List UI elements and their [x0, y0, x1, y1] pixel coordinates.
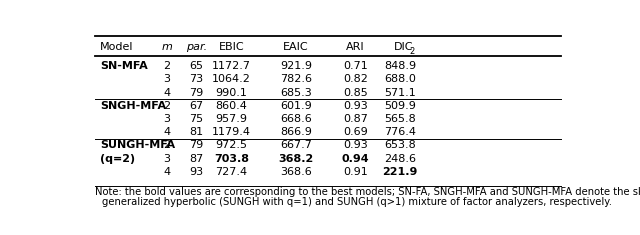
- Text: 0.82: 0.82: [343, 74, 368, 84]
- Text: 688.0: 688.0: [384, 74, 416, 84]
- Text: 866.9: 866.9: [280, 127, 312, 137]
- Text: 727.4: 727.4: [215, 167, 247, 177]
- Text: 248.6: 248.6: [384, 154, 416, 164]
- Text: SNGH-MFA: SNGH-MFA: [100, 101, 166, 111]
- Text: DIC: DIC: [394, 42, 413, 52]
- Text: 3: 3: [163, 74, 170, 84]
- Text: 2: 2: [410, 47, 415, 56]
- Text: 565.8: 565.8: [384, 114, 416, 124]
- Text: 990.1: 990.1: [215, 88, 247, 98]
- Text: 921.9: 921.9: [280, 61, 312, 71]
- Text: 601.9: 601.9: [280, 101, 312, 111]
- Text: 4: 4: [163, 88, 170, 98]
- Text: EBIC: EBIC: [218, 42, 244, 52]
- Text: 0.85: 0.85: [343, 88, 367, 98]
- Text: 667.7: 667.7: [280, 141, 312, 150]
- Text: SUNGH-MFA: SUNGH-MFA: [100, 141, 175, 150]
- Text: SN-MFA: SN-MFA: [100, 61, 148, 71]
- Text: generalized hyperbolic (SUNGH with q=1) and SUNGH (q>1) mixture of factor analyz: generalized hyperbolic (SUNGH with q=1) …: [102, 197, 612, 207]
- Text: 668.6: 668.6: [280, 114, 312, 124]
- Text: 703.8: 703.8: [214, 154, 249, 164]
- Text: 685.3: 685.3: [280, 88, 312, 98]
- Text: Model: Model: [100, 42, 133, 52]
- Text: 3: 3: [163, 114, 170, 124]
- Text: Note: the bold values are corresponding to the best models; SN-FA, SNGH-MFA and : Note: the bold values are corresponding …: [95, 187, 640, 197]
- Text: 87: 87: [189, 154, 204, 164]
- Text: 79: 79: [189, 141, 204, 150]
- Text: 0.87: 0.87: [343, 114, 368, 124]
- Text: 509.9: 509.9: [384, 101, 416, 111]
- Text: 65: 65: [189, 61, 204, 71]
- Text: 79: 79: [189, 88, 204, 98]
- Text: 2: 2: [163, 101, 170, 111]
- Text: par.: par.: [186, 42, 207, 52]
- Text: 4: 4: [163, 167, 170, 177]
- Text: 972.5: 972.5: [215, 141, 247, 150]
- Text: 368.6: 368.6: [280, 167, 312, 177]
- Text: 782.6: 782.6: [280, 74, 312, 84]
- Text: 0.71: 0.71: [343, 61, 367, 71]
- Text: 81: 81: [189, 127, 204, 137]
- Text: 2: 2: [163, 61, 170, 71]
- Text: 776.4: 776.4: [384, 127, 416, 137]
- Text: 571.1: 571.1: [384, 88, 416, 98]
- Text: 1172.7: 1172.7: [212, 61, 251, 71]
- Text: 653.8: 653.8: [384, 141, 416, 150]
- Text: 0.69: 0.69: [343, 127, 367, 137]
- Text: 93: 93: [189, 167, 204, 177]
- Text: 848.9: 848.9: [384, 61, 416, 71]
- Text: 0.91: 0.91: [343, 167, 367, 177]
- Text: 957.9: 957.9: [215, 114, 247, 124]
- Text: 0.93: 0.93: [343, 101, 367, 111]
- Text: 368.2: 368.2: [278, 154, 314, 164]
- Text: 4: 4: [163, 127, 170, 137]
- Text: 0.94: 0.94: [342, 154, 369, 164]
- Text: EAIC: EAIC: [283, 42, 308, 52]
- Text: 860.4: 860.4: [215, 101, 247, 111]
- Text: 73: 73: [189, 74, 204, 84]
- Text: 0.93: 0.93: [343, 141, 367, 150]
- Text: 2: 2: [163, 141, 170, 150]
- Text: 1064.2: 1064.2: [212, 74, 251, 84]
- Text: ARI: ARI: [346, 42, 365, 52]
- Text: 221.9: 221.9: [382, 167, 418, 177]
- Text: 67: 67: [189, 101, 204, 111]
- Text: 1179.4: 1179.4: [212, 127, 251, 137]
- Text: (q=2): (q=2): [100, 154, 135, 164]
- Text: 75: 75: [189, 114, 204, 124]
- Text: 3: 3: [163, 154, 170, 164]
- Text: m: m: [161, 42, 172, 52]
